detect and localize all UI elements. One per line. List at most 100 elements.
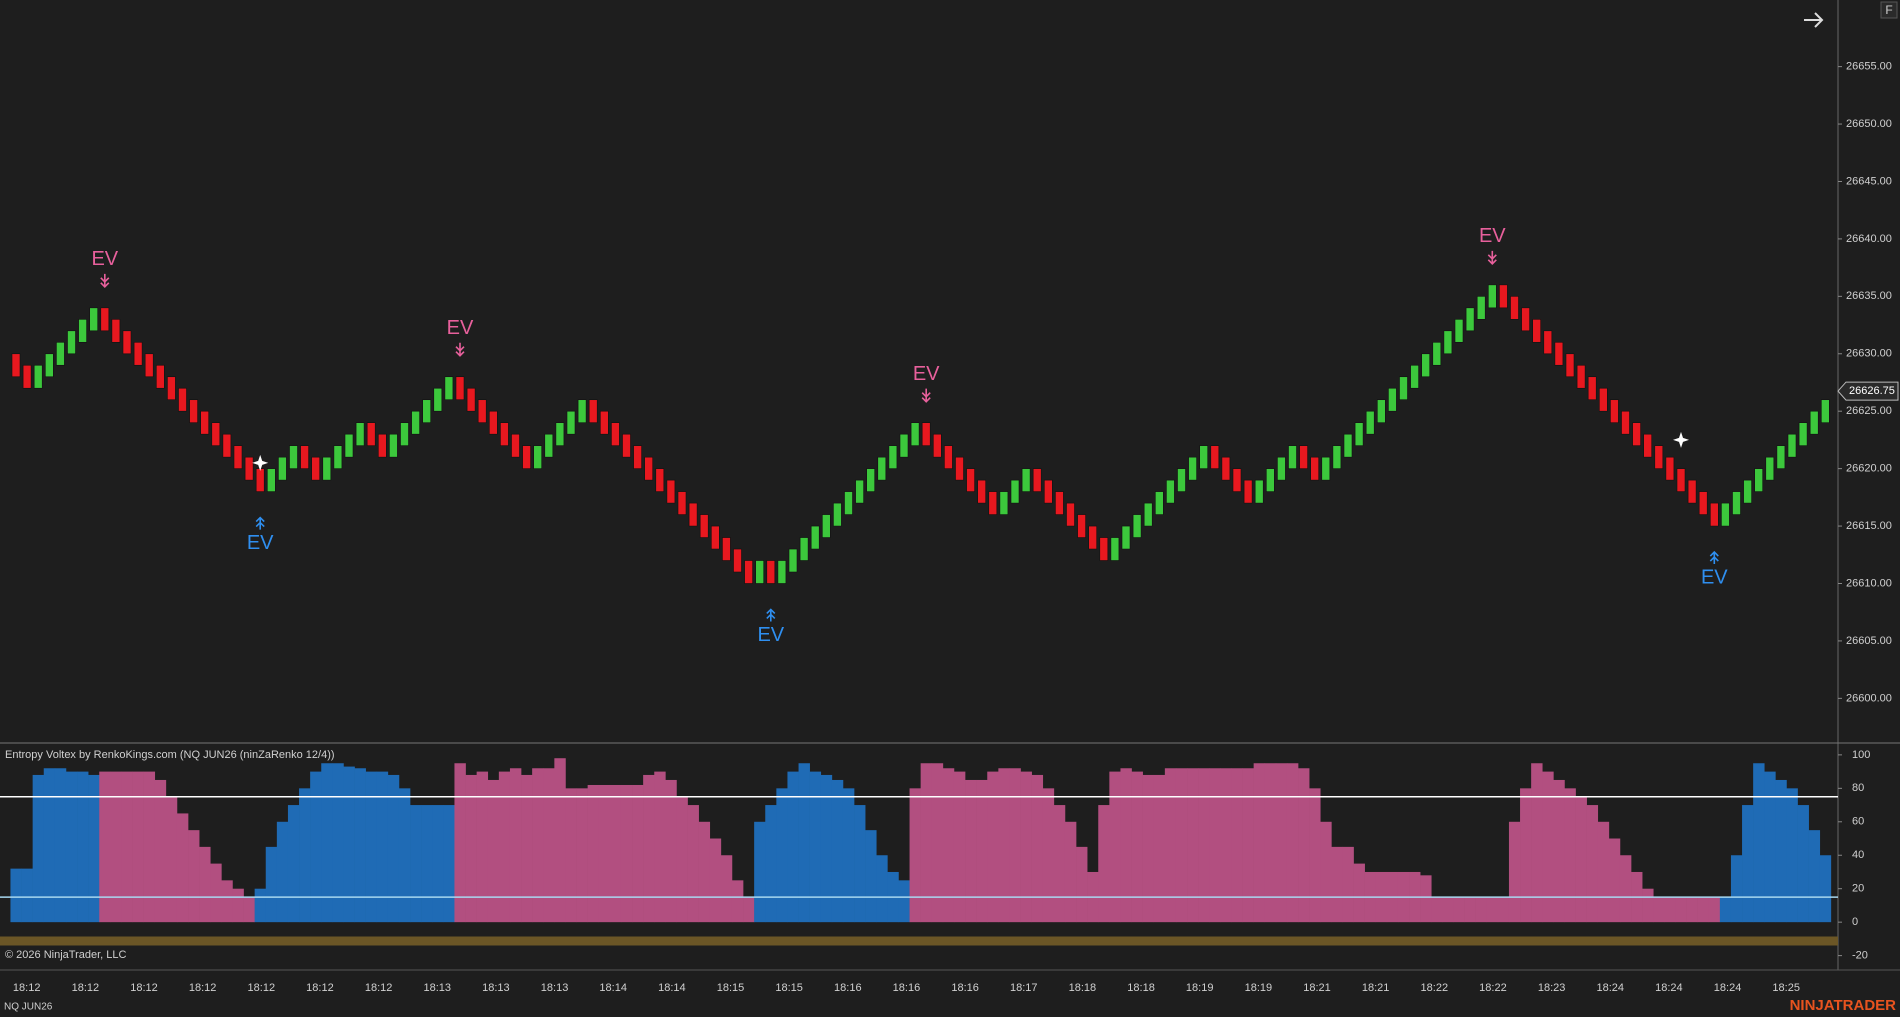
ev-label: EV <box>757 624 784 646</box>
y-tick-label: 80 <box>1852 782 1864 794</box>
histogram-bar <box>1275 763 1288 923</box>
candle <box>1676 468 1686 492</box>
candle <box>1099 537 1109 561</box>
candle <box>189 399 198 423</box>
candle <box>1354 422 1364 446</box>
candle <box>577 399 587 423</box>
candle <box>1565 353 1575 378</box>
histogram-bar <box>1175 768 1188 923</box>
brand: NINJATRADER <box>1790 997 1897 1014</box>
candle <box>1543 330 1553 355</box>
candle <box>1221 456 1231 481</box>
histogram-bar <box>1009 768 1021 923</box>
x-tick-label: 18:18 <box>1069 982 1097 994</box>
candle <box>788 548 798 573</box>
candle <box>666 479 676 504</box>
candle <box>1521 307 1530 332</box>
x-tick-label: 18:12 <box>306 982 334 994</box>
symbol: NQ JUN26 <box>4 1002 53 1013</box>
histogram-bar <box>876 855 888 923</box>
histogram-bar <box>1730 855 1743 923</box>
candle <box>566 410 576 435</box>
candle <box>200 410 209 435</box>
x-tick-label: 18:24 <box>1714 982 1742 994</box>
candle <box>844 491 853 515</box>
histogram-bar <box>243 897 255 923</box>
histogram-bar <box>1686 897 1698 923</box>
candle <box>722 537 731 561</box>
candle <box>988 491 998 515</box>
x-tick-label: 18:23 <box>1538 982 1566 994</box>
histogram-bar <box>809 771 822 923</box>
histogram-bar <box>287 805 300 923</box>
candle <box>466 387 476 412</box>
x-tick-label: 18:12 <box>189 982 217 994</box>
histogram-bar <box>798 763 810 923</box>
histogram-bar <box>1531 763 1543 923</box>
candle <box>67 330 76 355</box>
histogram-bar <box>43 768 56 923</box>
candle <box>488 410 498 435</box>
candle <box>821 514 831 538</box>
candle <box>366 422 376 446</box>
x-tick-label: 18:12 <box>248 982 276 994</box>
candle <box>1332 445 1342 469</box>
y-tick-label: 26620.00 <box>1846 463 1892 475</box>
x-tick-label: 18:12 <box>365 982 393 994</box>
histogram-bar <box>410 805 422 923</box>
candle <box>1732 491 1741 515</box>
histogram-bar <box>276 821 289 923</box>
histogram-bar <box>65 771 78 923</box>
histogram-bar <box>1053 805 1066 923</box>
histogram-bar <box>1819 855 1832 923</box>
candle <box>333 445 343 469</box>
histogram-bar <box>1719 897 1732 923</box>
candle <box>1077 514 1086 538</box>
candle <box>1365 410 1375 435</box>
candle <box>1599 387 1608 412</box>
candle <box>755 560 765 584</box>
x-tick-label: 18:19 <box>1186 982 1214 994</box>
x-tick-label: 18:15 <box>775 982 803 994</box>
histogram-bar <box>77 771 89 923</box>
candle <box>1421 353 1430 378</box>
candle <box>1210 445 1220 469</box>
histogram-bar <box>1442 897 1454 923</box>
candle <box>533 445 543 469</box>
ev-arrow <box>455 342 465 357</box>
histogram-bar <box>1608 838 1621 923</box>
histogram-bar <box>1198 768 1210 923</box>
histogram-bar <box>354 768 366 923</box>
candle <box>100 307 110 332</box>
histogram-bar <box>498 771 511 923</box>
candle <box>111 319 121 343</box>
x-tick-label: 18:12 <box>130 982 158 994</box>
x-tick-label: 18:15 <box>717 982 745 994</box>
histogram-bar <box>1309 788 1321 923</box>
candle <box>555 422 565 446</box>
candle <box>1454 319 1464 343</box>
candle <box>1121 525 1131 550</box>
histogram-bar <box>454 763 466 923</box>
candle <box>1809 410 1819 435</box>
histogram-bar <box>1508 821 1521 923</box>
candle <box>733 548 742 573</box>
histogram-bar <box>232 888 244 923</box>
candle <box>699 514 709 538</box>
histogram-bar <box>1764 771 1776 923</box>
histogram-bar <box>310 771 322 923</box>
ev-arrow <box>255 516 265 530</box>
candle <box>1232 468 1242 492</box>
flag-box[interactable] <box>1880 1 1898 19</box>
ev-label: EV <box>1479 225 1506 247</box>
candle <box>1687 479 1697 504</box>
candle <box>1155 491 1164 515</box>
candle <box>22 364 32 389</box>
candle <box>1510 296 1519 320</box>
histogram-bar <box>1475 897 1488 923</box>
scroll-arrow[interactable] <box>1804 12 1824 28</box>
histogram-bar <box>1653 897 1665 923</box>
histogram-bar <box>854 805 866 923</box>
candle <box>611 422 620 446</box>
